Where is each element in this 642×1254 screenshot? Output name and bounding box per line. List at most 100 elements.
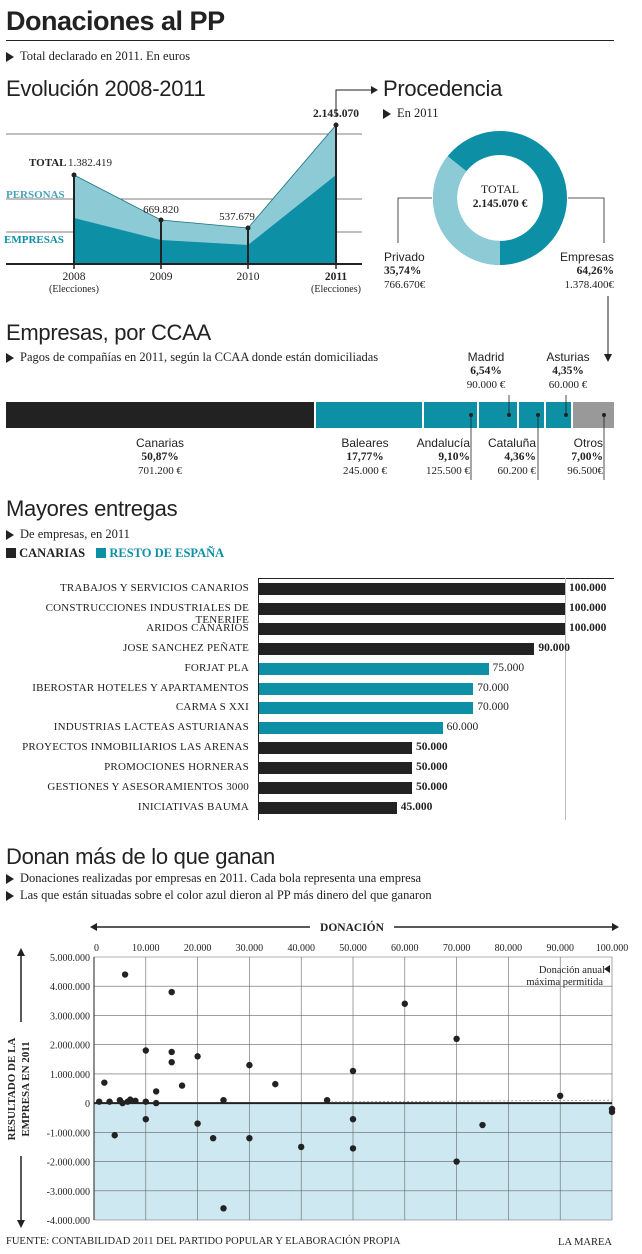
footer-brand: LA MAREA <box>558 1237 612 1248</box>
triangle-icon <box>6 891 14 902</box>
entrega-bar <box>259 722 443 735</box>
scatter-point <box>178 1082 186 1089</box>
entregas-max-line <box>565 578 566 820</box>
y-tick-label: 5.000.000 <box>50 953 90 964</box>
scatter-point <box>246 1061 253 1069</box>
ccaa-label-asturias: Asturias 4,35% 60.000 € <box>546 350 590 391</box>
scatter-point <box>127 1096 134 1103</box>
scatter-point <box>246 1134 253 1142</box>
ccaa-segment-andalucia <box>424 402 477 428</box>
evolucion-title: Evolución 2008-2011 <box>6 76 206 101</box>
ccaa-label-otros: Otros 7,00% 96.500€ <box>567 436 603 477</box>
privado-label: Privado <box>384 250 425 264</box>
scatter-point <box>453 1158 460 1165</box>
arrow-right-icon <box>612 923 619 931</box>
scatter-point <box>142 1098 149 1105</box>
scatter-ylabel-2: EMPRESA EN 2011 <box>20 1041 32 1136</box>
page-title: Donaciones al PP <box>6 6 225 36</box>
year-note-2008: (Elecciones) <box>49 284 99 295</box>
arrow-right-icon <box>371 86 378 94</box>
entrega-name: ARIDOS CANARIOS <box>146 621 249 634</box>
ccaa-label-madrid: Madrid 6,54% 90.000 € <box>466 350 506 391</box>
entrega-value: 45.000 <box>400 800 433 813</box>
scatter-point <box>132 1097 139 1104</box>
entrega-name: JOSE SANCHEZ PEÑATE <box>122 641 249 654</box>
entrega-bar <box>259 622 565 635</box>
scatter-point <box>152 1088 160 1095</box>
scatter-grid: 0 10.000 20.000 30.000 40.000 50.000 60.000 70.… <box>47 943 629 1227</box>
y-tick-label: -3.000.000 <box>47 1187 90 1198</box>
x-tick-label: 80.000 <box>495 943 523 954</box>
scatter-point <box>142 1047 149 1054</box>
scatter-point <box>608 1108 616 1116</box>
scatter-point <box>323 1096 331 1104</box>
ccaa-label-baleares: Baleares 17,77% 245.000 € <box>341 436 389 477</box>
scatter-title: Donan más de lo que ganan <box>6 844 275 869</box>
entrega-name: INDUSTRIAS LACTEAS ASTURIANAS <box>53 721 249 734</box>
entrega-bar <box>259 583 565 595</box>
series-label-empresas: EMPRESAS <box>4 234 64 246</box>
arrow-left-icon <box>90 923 97 931</box>
scatter-point <box>298 1143 305 1151</box>
x-tick-label: 70.000 <box>443 943 471 954</box>
entrega-value: 70.000 <box>477 701 509 714</box>
x-tick-label: 0 <box>94 943 99 954</box>
scatter-point <box>194 1120 201 1127</box>
ccaa-subtitle: Pagos de compañías en 2011, según la CCA… <box>6 350 378 365</box>
scatter-point <box>152 1099 160 1107</box>
scatter-point <box>453 1035 460 1043</box>
triangle-icon <box>6 52 14 63</box>
entrega-name: CARMA S XXI <box>175 701 249 714</box>
entrega-name: CONSTRUCCIONES INDUSTRIALES DE TENERIFE <box>45 601 249 626</box>
entrega-bar <box>259 742 412 755</box>
entrega-bar <box>259 642 535 655</box>
y-tick-label: 0 <box>85 1099 90 1110</box>
series-label-total: TOTAL <box>29 157 67 169</box>
year-2011: 2011 <box>325 271 348 283</box>
entrega-value: 60.000 <box>446 721 479 734</box>
entrega-name: GESTIONES Y ASESORAMIENTOS 3000 <box>47 781 249 793</box>
donut-privado <box>433 156 501 265</box>
scatter-point <box>209 1134 217 1142</box>
y-tick-label: 3.000.000 <box>50 1011 90 1022</box>
scatter-point <box>194 1053 201 1060</box>
annotation-line-2: máxima permitida <box>526 977 603 988</box>
entregas-title: Mayores entregas <box>6 496 178 521</box>
scatter-point <box>106 1098 113 1105</box>
x-tick-label: 30.000 <box>236 943 264 954</box>
total-line <box>73 124 337 229</box>
entrega-value: 70.000 <box>477 681 509 694</box>
triangle-icon <box>383 109 391 120</box>
total-label-2009: 669.820 <box>143 204 179 216</box>
scatter-point <box>168 988 175 996</box>
triangle-icon <box>6 530 14 541</box>
y-tick-label: -1.000.000 <box>47 1128 90 1139</box>
total-label-2010: 537.679 <box>219 211 255 223</box>
annotation-line-1: Donación anual <box>539 965 605 976</box>
x-tick-label: 90.000 <box>546 943 574 954</box>
entrega-bar <box>259 682 474 695</box>
entrega-name: PROYECTOS INMOBILIARIOS LAS ARENAS <box>22 741 249 754</box>
page-subtitle: Total declarado en 2011. En euros <box>6 49 190 64</box>
entregas-legend: CANARIAS RESTO DE ESPAÑA <box>6 546 224 561</box>
scatter-ylabel-1: RESULTADO DE LA <box>6 1038 18 1141</box>
y-tick-label: -4.000.000 <box>47 1216 90 1227</box>
arrow-down-icon <box>17 1220 25 1228</box>
empresas-pct: 64,26% <box>576 265 614 277</box>
entrega-bar <box>259 662 489 675</box>
entrega-value: 90.000 <box>538 641 571 654</box>
scatter-point <box>220 1205 227 1212</box>
entrega-name: TRABAJOS Y SERVICIOS CANARIOS <box>60 582 249 594</box>
scatter-point <box>272 1080 279 1088</box>
y-tick-label: 4.000.000 <box>50 982 90 993</box>
ccaa-label-cataluna: Cataluña 4,36% 60.200 € <box>487 436 536 477</box>
ccaa-title: Empresas, por CCAA <box>6 320 211 345</box>
entrega-bar <box>259 801 397 814</box>
donut-center-value: 2.145.070 € <box>473 198 528 210</box>
scatter-point <box>168 1059 175 1066</box>
scatter-point <box>119 1099 126 1107</box>
entrega-name: IBEROSTAR HOTELES Y APARTAMENTOS <box>32 681 249 694</box>
scatter-point <box>557 1092 564 1100</box>
ccaa-segment-baleares <box>316 402 422 428</box>
scatter-point <box>95 1098 103 1105</box>
